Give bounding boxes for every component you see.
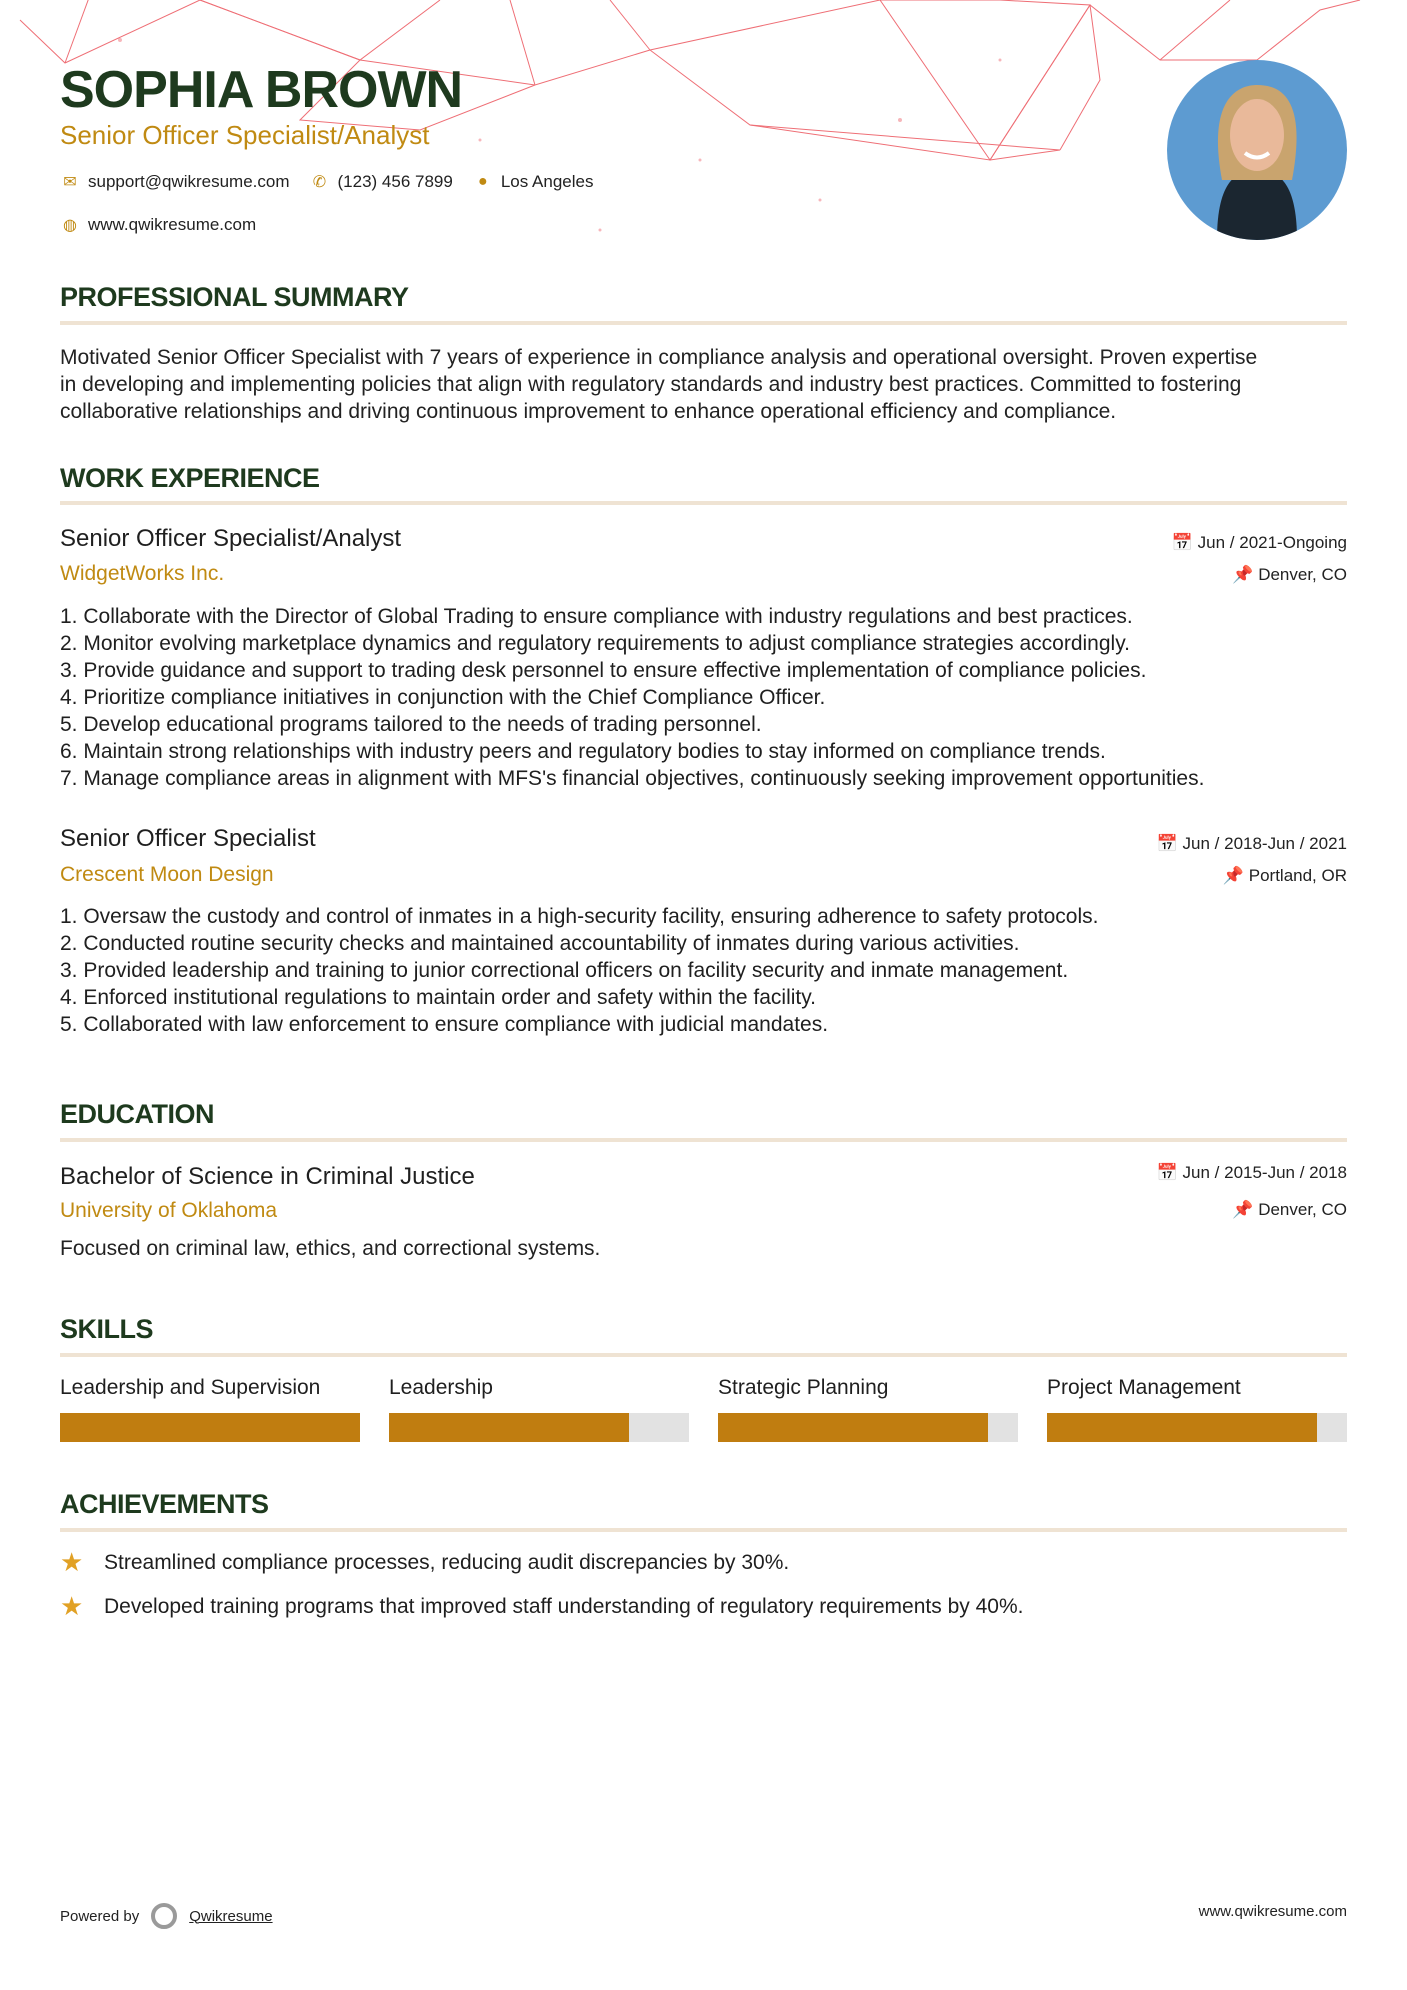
bullet: 4. Enforced institutional regulations to…: [60, 986, 817, 1009]
skill-name: Strategic Planning: [718, 1376, 889, 1399]
skill-bar: [718, 1413, 1018, 1442]
bullet: 1. Collaborate with the Director of Glob…: [60, 605, 1133, 628]
decorative-network-background: [19, 0, 1361, 232]
divider: [60, 1528, 1347, 1532]
dates-text: Jun / 2021-Ongoing: [1197, 533, 1347, 552]
education-heading: EDUCATION: [60, 1099, 215, 1129]
summary-line: collaborative relationships and driving …: [60, 400, 1117, 423]
skill-bar: [389, 1413, 689, 1442]
divider: [60, 321, 1347, 325]
divider: [60, 1138, 1347, 1142]
achievement-item: ★ Developed training programs that improv…: [60, 1591, 1023, 1622]
bullet: 2. Monitor evolving marketplace dynamics…: [60, 632, 1130, 655]
powered-by-text: Powered by: [60, 1907, 140, 1925]
summary-text: Motivated Senior Officer Specialist with…: [60, 344, 1347, 425]
calendar-icon: 📅: [1171, 533, 1198, 552]
bullet: 5. Collaborated with law enforcement to …: [60, 1013, 829, 1036]
job-company: WidgetWorks Inc.: [60, 562, 225, 585]
location-text: Portland, OR: [1248, 866, 1347, 885]
achievement-text: Developed training programs that improve…: [104, 1594, 1024, 1618]
calendar-icon: 📅: [1156, 1163, 1183, 1182]
job-location: 📌 Portland, OR: [1223, 866, 1347, 886]
bullet: 1. Oversaw the custody and control of in…: [60, 905, 1099, 928]
experience-heading: WORK EXPERIENCE: [60, 463, 320, 493]
skill-name: Leadership and Supervision: [60, 1376, 321, 1399]
skill-item: Leadership and Supervision: [60, 1376, 360, 1442]
star-icon: ★: [60, 1547, 84, 1577]
skill-bar-fill: [1047, 1413, 1317, 1442]
education-description: Focused on criminal law, ethics, and cor…: [60, 1237, 601, 1260]
dates-text: Jun / 2015-Jun / 2018: [1182, 1163, 1347, 1182]
skill-item: Project Management: [1047, 1376, 1347, 1442]
bullet: 2. Conducted routine security checks and…: [60, 932, 1020, 955]
skill-bar-fill: [60, 1413, 360, 1442]
globe-icon: ◍: [63, 217, 77, 234]
dates-text: Jun / 2018-Jun / 2021: [1182, 834, 1347, 853]
summary-line: Motivated Senior Officer Specialist with…: [60, 346, 1258, 369]
school: University of Oklahoma: [60, 1199, 278, 1222]
divider: [60, 501, 1347, 505]
contact-row: ✉ support@qwikresume.com ✆ (123) 456 789…: [60, 172, 593, 192]
calendar-icon: 📅: [1156, 834, 1183, 853]
candidate-title: Senior Officer Specialist/Analyst: [60, 120, 430, 150]
divider: [60, 1353, 1347, 1357]
job-title: Senior Officer Specialist/Analyst: [60, 525, 402, 552]
education-dates: 📅 Jun / 2015-Jun / 2018: [1157, 1163, 1347, 1183]
phone-text: (123) 456 7899: [337, 172, 453, 191]
bullet: 4. Prioritize compliance initiatives in …: [60, 686, 826, 709]
bullet: 5. Develop educational programs tailored…: [60, 713, 762, 736]
skills-heading: SKILLS: [60, 1314, 154, 1344]
candidate-name: SOPHIA BROWN: [60, 61, 463, 119]
job-dates: 📅 Jun / 2021-Ongoing: [1172, 533, 1347, 553]
pin-icon: 📌: [1222, 866, 1249, 885]
bullet: 3. Provide guidance and support to tradi…: [60, 659, 1147, 682]
skill-bar-fill: [389, 1413, 629, 1442]
job-bullets: 1. Oversaw the custody and control of in…: [60, 903, 1347, 1038]
footer-website[interactable]: www.qwikresume.com: [1198, 1903, 1347, 1920]
skill-name: Project Management: [1047, 1376, 1241, 1399]
achievement-text: Streamlined compliance processes, reduci…: [104, 1550, 790, 1574]
skill-bar-fill: [718, 1413, 988, 1442]
bullet: 3. Provided leadership and training to j…: [60, 959, 1069, 982]
bullet: 7. Manage compliance areas in alignment …: [60, 767, 1205, 790]
job-location: 📌 Denver, CO: [1232, 565, 1347, 585]
achievement-item: ★ Streamlined compliance processes, reduc…: [60, 1547, 789, 1578]
brand-link[interactable]: Qwikresume: [189, 1907, 273, 1925]
pin-icon: 📌: [1232, 565, 1259, 584]
summary-line: in developing and implementing policies …: [60, 373, 1242, 396]
website-row: ◍ www.qwikresume.com: [60, 215, 256, 235]
skill-bar: [60, 1413, 360, 1442]
location-text: Denver, CO: [1258, 565, 1347, 584]
bullet: 6. Maintain strong relationships with in…: [60, 740, 1106, 763]
achievements-heading: ACHIEVEMENTS: [60, 1489, 269, 1519]
skill-name: Leadership: [389, 1376, 493, 1399]
pin-icon: 📌: [1232, 1200, 1259, 1219]
skill-item: Leadership: [389, 1376, 689, 1442]
job-bullets: 1. Collaborate with the Director of Glob…: [60, 603, 1347, 792]
location-text: Denver, CO: [1258, 1200, 1347, 1219]
education-location: 📌 Denver, CO: [1232, 1200, 1347, 1220]
star-icon: ★: [60, 1591, 84, 1621]
qwikresume-logo-icon: [151, 1903, 178, 1929]
job-dates: 📅 Jun / 2018-Jun / 2021: [1157, 834, 1347, 854]
email-link[interactable]: support@qwikresume.com: [88, 172, 290, 191]
website-link[interactable]: www.qwikresume.com: [88, 215, 257, 234]
job-title: Senior Officer Specialist: [60, 825, 316, 852]
skill-item: Strategic Planning: [718, 1376, 1018, 1442]
skill-bar: [1047, 1413, 1347, 1442]
phone-icon: ✆: [312, 174, 327, 191]
footer-left: Powered by Qwikresume: [60, 1903, 273, 1929]
degree: Bachelor of Science in Criminal Justice: [60, 1163, 475, 1190]
location-text: Los Angeles: [500, 172, 594, 191]
map-pin-icon: ●: [477, 173, 488, 190]
envelope-icon: ✉: [63, 174, 77, 191]
avatar: [1167, 60, 1347, 240]
summary-heading: PROFESSIONAL SUMMARY: [60, 282, 409, 312]
job-company: Crescent Moon Design: [60, 863, 274, 886]
